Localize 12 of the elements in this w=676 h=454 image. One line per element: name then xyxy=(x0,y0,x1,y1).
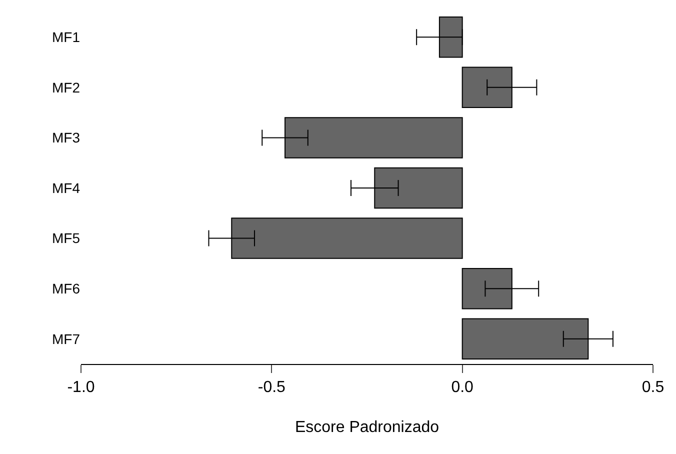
y-tick-label: MF3 xyxy=(52,130,80,146)
y-tick-label: MF4 xyxy=(52,180,80,196)
x-tick-label: -1.0 xyxy=(67,379,95,396)
x-tick-label: -0.5 xyxy=(258,379,286,396)
y-tick-label: MF5 xyxy=(52,230,80,246)
y-tick-label: MF2 xyxy=(52,79,80,96)
x-tick-label: 0.5 xyxy=(642,379,664,396)
y-tick-label: MF7 xyxy=(52,330,80,347)
x-axis-title: Escore Padronizado xyxy=(294,418,440,436)
y-tick-label: MF1 xyxy=(52,29,80,46)
x-tick-label: 0.0 xyxy=(451,379,474,396)
y-tick-label: MF6 xyxy=(52,280,80,296)
